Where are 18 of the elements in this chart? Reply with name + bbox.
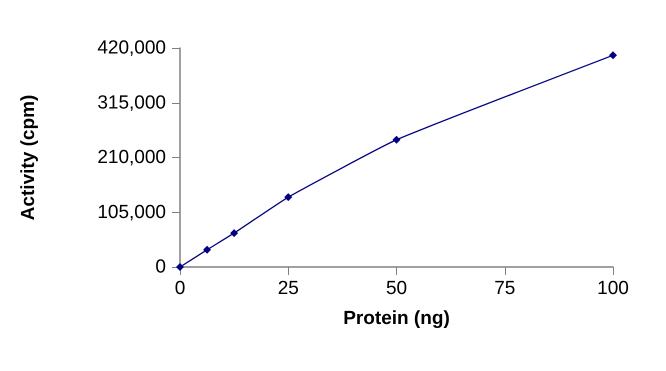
- point: [230, 229, 238, 238]
- point: [203, 246, 212, 254]
- point: [284, 193, 292, 202]
- y-tick-label: 315,000: [97, 92, 166, 114]
- x-axis-title: Protein (ng): [343, 308, 450, 329]
- point: [609, 51, 617, 60]
- x-tick-label: 100: [597, 278, 629, 299]
- y-tick-label: 210,000: [97, 147, 166, 168]
- y-tick-label: 0: [155, 256, 166, 278]
- x-tick-label: 50: [386, 278, 408, 299]
- point: [392, 136, 400, 144]
- x-tick-label: 25: [278, 278, 299, 299]
- point: [176, 263, 184, 271]
- y-axis-title: Activity (cpm): [18, 94, 39, 220]
- x-tick-label: 75: [494, 278, 516, 299]
- x-tick-label: 0: [174, 278, 186, 299]
- y-tick-label: 105,000: [97, 202, 166, 223]
- y-tick-label: 420,000: [97, 38, 166, 58]
